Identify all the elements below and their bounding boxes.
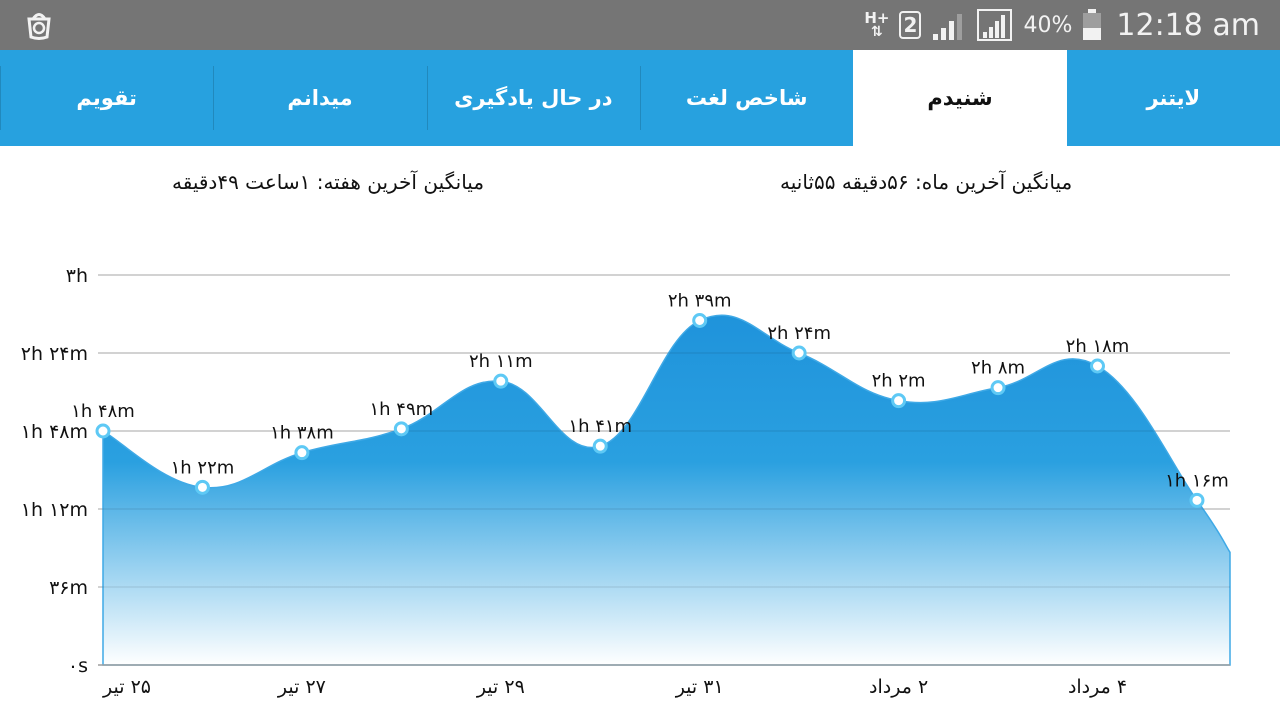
data-point[interactable] (1090, 358, 1105, 374)
sim-card-icon: 2 (899, 11, 922, 39)
tab-label: شنیدم (927, 86, 993, 110)
sim-slot: 2 (903, 13, 918, 37)
tab-divider (426, 66, 428, 130)
data-label: ۱h ۳۸m (270, 423, 334, 444)
data-label: ۱h ۱۶m (1165, 470, 1229, 491)
data-label: ۲h ۸m (971, 358, 1025, 379)
data-label: ۲h ۳۹m (668, 291, 732, 312)
data-label: ۱h ۴۸m (71, 401, 135, 422)
y-tick-label: ۱h ۱۲m (21, 499, 88, 521)
battery-icon (1083, 9, 1102, 40)
battery-percentage: 40% (1023, 12, 1073, 38)
tab-divider (640, 66, 642, 130)
status-clock: 12:18 am (1116, 7, 1260, 43)
average-last-week: میانگین آخرین هفته: ۱ساعت ۴۹دقیقه (172, 170, 485, 194)
signal-roaming-icon (977, 9, 1013, 41)
data-point[interactable] (791, 345, 807, 361)
tab-calendar[interactable]: تقویم (0, 50, 213, 146)
x-tick-label: ۲۹ تیر (476, 676, 525, 698)
series-area (102, 314, 1231, 666)
y-tick-label: ۰s (68, 655, 88, 677)
y-tick-label: ۲h ۲۴m (21, 343, 88, 365)
data-point[interactable] (990, 380, 1006, 396)
data-point[interactable] (294, 445, 310, 461)
tab-label: تقویم (76, 86, 137, 110)
data-point[interactable] (891, 393, 907, 409)
tab-divider (0, 66, 2, 130)
data-point[interactable] (194, 479, 210, 495)
tab-divider (213, 66, 215, 130)
x-tick-label: ۲۵ تیر (102, 676, 151, 698)
data-label: ۱h ۲۲m (171, 457, 235, 478)
data-label: ۲h ۱۱m (469, 351, 533, 372)
tab-label: شاخص لغت (685, 86, 808, 110)
tab-label: در حال یادگیری (454, 86, 613, 110)
x-tick-label: ۲ مرداد (869, 676, 928, 698)
data-label: ۱h ۴۹m (370, 399, 434, 420)
y-tick-label: ۳۶m (49, 577, 88, 599)
tab-leitner[interactable]: لایتنر (1067, 50, 1280, 146)
tab-label: میدانم (287, 86, 353, 110)
x-tick-label: ۲۷ تیر (277, 676, 326, 698)
data-transfer-icon: H+ ⇅ (864, 9, 890, 40)
app-logo-icon[interactable] (22, 8, 56, 42)
data-label: ۲h ۱۸m (1066, 336, 1130, 357)
data-point[interactable] (1189, 492, 1205, 508)
y-tick-label: ۱h ۴۸m (21, 421, 88, 443)
data-label: ۲h ۲۴m (767, 323, 831, 344)
x-tick-label: ۴ مرداد (1068, 676, 1127, 698)
data-point[interactable] (493, 373, 509, 389)
signal-icon (933, 14, 963, 40)
data-point[interactable] (592, 438, 608, 454)
data-label: ۱h ۴۱m (568, 416, 632, 437)
data-label: ۲h ۲m (872, 371, 926, 392)
listening-time-chart: ۱h ۴۸m ۱h ۲۲m ۱h ۳۸m ۱h ۴۹m ۲h ۱۱m ۱h ۴۱m ۲h ۳… (21, 265, 1231, 698)
data-point[interactable] (393, 421, 409, 437)
y-tick-label: ۳h (66, 265, 88, 287)
status-bar: H+ ⇅ 2 40% 12:18 am (0, 0, 1280, 50)
data-point[interactable] (692, 313, 708, 328)
x-tick-label: ۳۱ تیر (675, 676, 724, 698)
tab-known[interactable]: میدانم (213, 50, 426, 146)
tab-learning[interactable]: در حال یادگیری (426, 50, 640, 146)
network-type: H+ (864, 9, 890, 27)
data-point[interactable] (95, 423, 111, 439)
tab-label: لایتنر (1146, 86, 1201, 110)
tab-heard[interactable]: شنیدم (853, 50, 1067, 146)
tab-bar: لایتنر شنیدم شاخص لغت در حال یادگیری میدانم ت… (0, 50, 1280, 146)
average-last-month: میانگین آخرین ماه: ۵۶دقیقه ۵۵ثانیه (780, 170, 1073, 194)
tab-word-index[interactable]: شاخص لغت (640, 50, 853, 146)
